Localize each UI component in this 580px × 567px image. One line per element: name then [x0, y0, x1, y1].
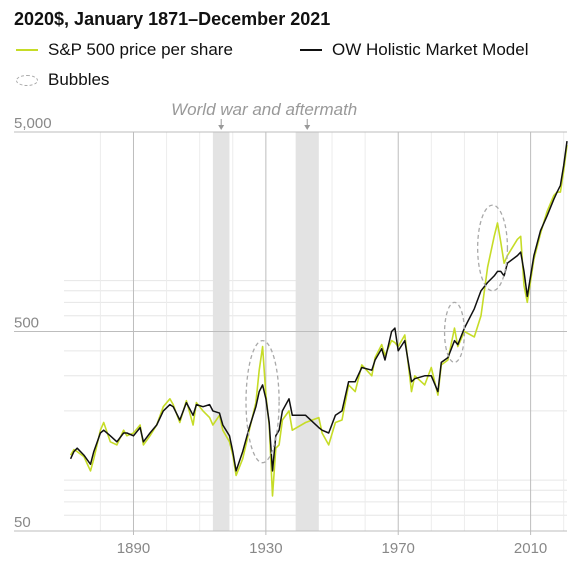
- x-tick-label: 1890: [117, 540, 150, 557]
- legend-swatch-bubbles: [16, 74, 38, 86]
- bubble-ellipse: [477, 204, 509, 292]
- annotation-arrowhead: [218, 125, 225, 130]
- axis-ticks: 5,000 500 50 1890 1930 1970 2010: [14, 115, 547, 557]
- x-tick-label: 2010: [514, 540, 547, 557]
- series-lines: [69, 140, 568, 497]
- legend-label-bubbles: Bubbles: [48, 70, 110, 89]
- y-tick-label: 500: [14, 315, 39, 332]
- major-gridlines: [14, 131, 567, 535]
- annotation: World war and aftermath: [171, 100, 357, 130]
- x-tick-label: 1930: [249, 540, 282, 557]
- legend-label-ow-model: OW Holistic Market Model: [332, 40, 529, 59]
- legend-item-sp500: S&P 500 price per share: [16, 40, 233, 60]
- series-line-ow-model: [69, 140, 568, 472]
- y-tick-label: 5,000: [14, 115, 52, 132]
- bubble-ellipse: [245, 339, 280, 464]
- legend-item-ow-model: OW Holistic Market Model: [300, 40, 528, 60]
- annotation-arrowhead: [304, 125, 311, 130]
- legend-item-bubbles: Bubbles: [16, 70, 109, 90]
- y-tick-label: 50: [14, 514, 31, 531]
- x-tick-label: 1970: [382, 540, 415, 557]
- bubble-ellipses: [245, 204, 509, 464]
- series-line-sp500: [69, 144, 568, 497]
- legend-label-sp500: S&P 500 price per share: [48, 40, 233, 59]
- legend-swatch-sp500: [16, 49, 38, 51]
- chart-title: 2020$, January 1871–December 2021: [14, 9, 331, 29]
- legend-swatch-ow-model: [300, 49, 322, 51]
- annotation-text: World war and aftermath: [171, 100, 357, 119]
- bubble-ellipse: [443, 301, 466, 364]
